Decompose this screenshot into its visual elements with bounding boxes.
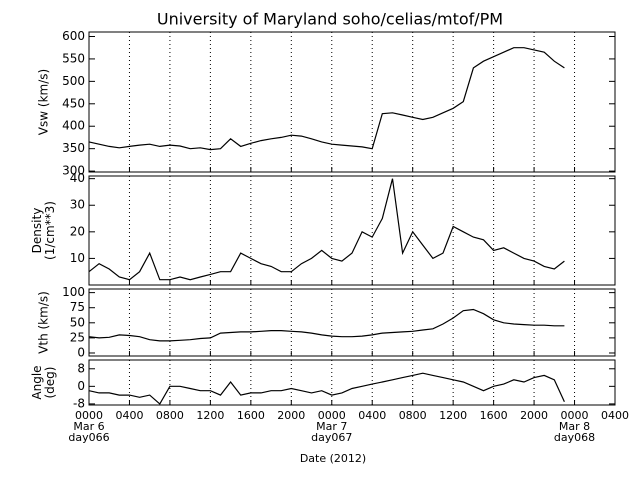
y-tick-label: 20	[70, 224, 85, 238]
x-tick-label: 0400	[601, 409, 629, 422]
y-tick-label: 400	[62, 119, 85, 133]
y-axis-label: (deg)	[43, 367, 57, 399]
y-tick-label: 8	[77, 361, 85, 375]
x-tick-label: 0400	[115, 409, 143, 422]
y-tick-label: -8	[73, 396, 85, 410]
x-date-label: Mar 6	[73, 420, 104, 433]
data-line	[88, 178, 565, 281]
chart-title: University of Maryland soho/celias/mtof/…	[157, 10, 503, 29]
y-tick-label: 30	[70, 198, 85, 212]
y-tick-label: 500	[62, 74, 85, 88]
x-tick-label: 1200	[196, 409, 224, 422]
y-tick-label: 75	[70, 300, 85, 314]
y-tick-label: 100	[62, 285, 85, 299]
y-axis-label: Vsw (km/s)	[37, 69, 51, 135]
y-tick-label: 50	[70, 315, 85, 329]
x-tick-label: 0000	[75, 409, 103, 422]
y-axis-label: (1/cm**3)	[43, 201, 57, 260]
x-day-label: day067	[311, 431, 352, 444]
y-tick-label: 450	[62, 96, 85, 110]
data-line	[88, 47, 565, 151]
y-tick-label: 0	[77, 379, 85, 393]
y-tick-label: 0	[77, 345, 85, 359]
y-axis-label: Angle	[30, 365, 44, 399]
x-tick-label: 0800	[399, 409, 427, 422]
x-date-label: Mar 8	[559, 420, 590, 433]
x-tick-label: 1600	[480, 409, 508, 422]
y-tick-label: 25	[70, 330, 85, 344]
x-day-label: day068	[554, 431, 595, 444]
panel-frame	[88, 359, 616, 406]
x-tick-label: 0000	[318, 409, 346, 422]
x-tick-label: 2000	[277, 409, 305, 422]
x-tick-label: 1600	[237, 409, 265, 422]
panel-frame	[88, 175, 616, 286]
x-day-label: day066	[68, 431, 109, 444]
y-tick-label: 40	[70, 171, 85, 185]
y-axis-label: Density	[30, 208, 44, 254]
x-tick-label: 0400	[358, 409, 386, 422]
x-tick-label: 0800	[156, 409, 184, 422]
x-tick-label: 1200	[439, 409, 467, 422]
y-tick-label: 550	[62, 51, 85, 65]
x-date-label: Mar 7	[316, 420, 347, 433]
y-tick-label: 600	[62, 29, 85, 43]
x-tick-label: 0000	[561, 409, 589, 422]
data-line	[88, 308, 565, 342]
x-axis-label: Date (2012)	[300, 452, 366, 465]
y-tick-label: 350	[62, 141, 85, 155]
y-tick-label: 10	[70, 251, 85, 265]
x-tick-label: 2000	[520, 409, 548, 422]
data-line	[88, 372, 565, 405]
y-tick-label: 300	[62, 164, 85, 178]
panel-frame	[88, 31, 616, 173]
y-axis-label: Vth (km/s)	[37, 291, 51, 354]
